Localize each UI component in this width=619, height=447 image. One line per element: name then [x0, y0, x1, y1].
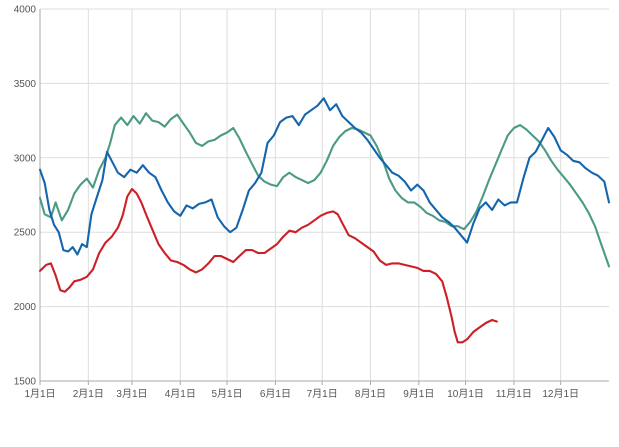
series-lines [38, 97, 611, 344]
axes [39, 9, 609, 385]
y-tick-label: 3000 [14, 153, 37, 164]
y-tick-labels: 1500 2000 2500 3000 3500 4000 [14, 5, 37, 388]
x-tick-label: 12月1日 [542, 388, 579, 400]
y-tick-label: 2000 [14, 302, 37, 313]
x-tick-label: 3月1日 [116, 388, 147, 400]
x-tick-label: 9月1日 [403, 388, 434, 400]
x-tick-label: 7月1日 [307, 388, 338, 400]
x-tick-label: 1月1日 [24, 388, 55, 400]
y-tick-label: 3500 [14, 79, 37, 90]
x-tick-label: 8月1日 [355, 388, 386, 400]
series-line-2 [38, 97, 611, 256]
series-line-1 [38, 112, 611, 268]
x-tick-label: 5月1日 [212, 388, 243, 400]
y-tick-label: 2500 [14, 228, 37, 239]
x-tick-label: 6月1日 [260, 388, 291, 400]
series-line-3 [38, 187, 498, 344]
x-tick-label: 2月1日 [73, 388, 104, 400]
x-tick-label: 4月1日 [165, 388, 196, 400]
x-tick-label: 10月1日 [447, 388, 484, 400]
y-tick-label: 4000 [14, 5, 37, 16]
y-tick-label: 1500 [14, 377, 37, 388]
x-tick-label: 11月1日 [496, 388, 532, 400]
x-tick-labels: 1月1日 2月1日 3月1日 4月1日 5月1日 6月1日 7月1日 8月1日 9月1日 10月1… [24, 388, 579, 400]
grid [40, 8, 609, 381]
